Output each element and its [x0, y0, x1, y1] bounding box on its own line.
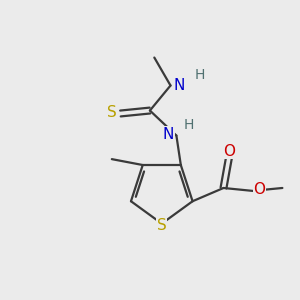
Text: S: S: [107, 104, 117, 119]
Text: O: O: [254, 182, 266, 197]
Text: H: H: [184, 118, 194, 132]
Text: O: O: [223, 144, 235, 159]
Text: S: S: [157, 218, 167, 232]
Text: N: N: [163, 127, 174, 142]
Text: N: N: [174, 78, 185, 93]
Text: H: H: [195, 68, 205, 82]
